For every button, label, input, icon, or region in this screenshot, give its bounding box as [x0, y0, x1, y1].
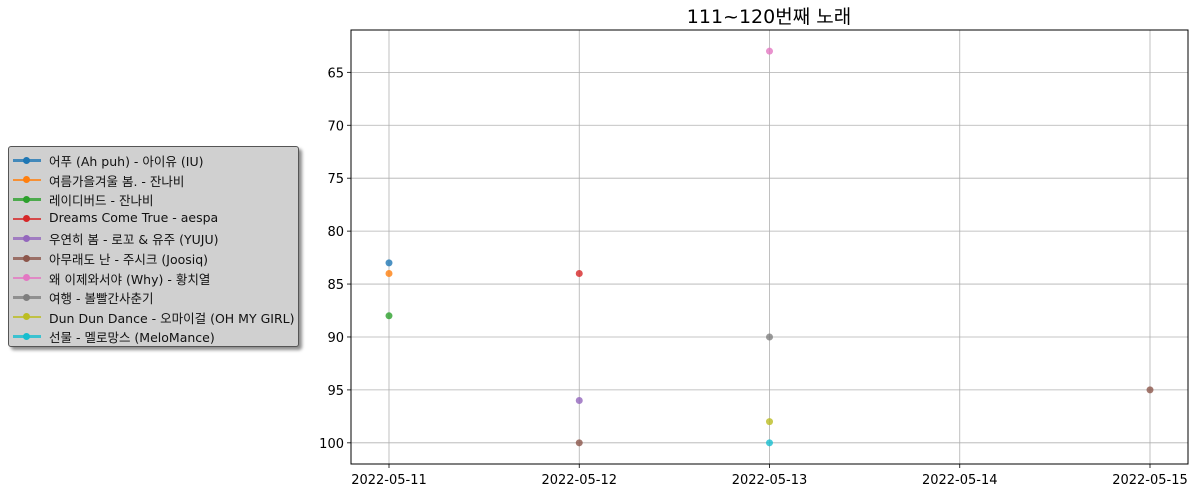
x-tick-label: 2022-05-14: [922, 473, 998, 488]
grid-lines: [351, 30, 1188, 464]
x-tick-label: 2022-05-12: [541, 473, 617, 488]
data-point: [766, 418, 773, 426]
y-tick-label: 75: [327, 172, 344, 187]
legend-swatch-marker: [23, 254, 30, 262]
y-tick-label: 100: [319, 437, 344, 452]
legend-swatch-marker: [23, 156, 30, 164]
legend-item: 레이디버드 - 잔나비: [9, 189, 298, 208]
x-tick-label: 2022-05-11: [351, 473, 427, 488]
data-point: [575, 269, 583, 277]
legend-swatch-marker: [23, 176, 30, 184]
legend-label: 여름가을겨울 봄. - 잔나비: [49, 173, 185, 189]
y-tick-label: 70: [327, 119, 344, 134]
x-axis-ticks: 2022-05-11 2022-05-12 2022-05-13 2022-05-14…: [351, 464, 1188, 488]
legend-label: 왜 이제와서야 (Why) - 황치열: [49, 271, 211, 287]
data-point: [575, 439, 583, 447]
legend-item: 왜 이제와서야 (Why) - 황치열: [9, 268, 298, 287]
legend-label: 어푸 (Ah puh) - 아이유 (IU): [49, 154, 204, 169]
legend-label: 선물 - 멜로망스 (MeloMance): [49, 330, 215, 346]
legend-label: 레이디버드 - 잔나비: [49, 193, 154, 209]
data-point: [385, 259, 393, 267]
data-point: [385, 312, 393, 320]
y-tick-label: 90: [327, 331, 344, 346]
data-point: [385, 269, 393, 277]
legend-label: 우연히 봄 - 로꼬 & 유주 (YUJU): [49, 232, 219, 248]
y-tick-label: 95: [327, 384, 344, 399]
legend-swatch-marker: [23, 215, 30, 223]
legend-swatch-marker: [23, 313, 30, 321]
legend-item: 선물 - 멜로망스 (MeloMance): [9, 326, 298, 345]
legend-item: 우연히 봄 - 로꼬 & 유주 (YUJU): [9, 228, 298, 247]
chart-title: 111~120번째 노래: [687, 6, 851, 28]
legend-swatch-marker: [23, 274, 30, 282]
data-point: [766, 439, 773, 447]
legend-label: 여행 - 볼빨간사춘기: [49, 291, 154, 307]
legend-label: 아무래도 난 - 주시크 (Joosiq): [49, 252, 209, 267]
legend-item: Dreams Come True - aespa: [9, 209, 298, 228]
data-point: [766, 333, 773, 341]
legend-item: 여름가을겨울 봄. - 잔나비: [9, 170, 298, 189]
legend-label: Dreams Come True - aespa: [49, 209, 219, 225]
legend-swatch-marker: [23, 293, 30, 301]
legend-label: Dun Dun Dance - 오마이걸 (OH MY GIRL): [49, 310, 295, 326]
y-tick-label: 85: [327, 278, 344, 293]
x-tick-label: 2022-05-15: [1112, 473, 1188, 488]
data-point: [1146, 386, 1154, 394]
y-tick-label: 80: [327, 225, 344, 240]
y-tick-label: 65: [327, 66, 344, 81]
legend-item: Dun Dun Dance - 오마이걸 (OH MY GIRL): [9, 307, 298, 326]
legend-swatch-marker: [23, 234, 30, 242]
y-axis-ticks: 65 70 75 80 85 90 95 100: [319, 66, 351, 452]
legend-swatch-marker: [23, 195, 30, 203]
legend-item: 아무래도 난 - 주시크 (Joosiq): [9, 248, 298, 267]
legend-item: 여행 - 볼빨간사춘기: [9, 287, 298, 306]
data-points: [385, 47, 1154, 447]
legend-swatch-marker: [23, 332, 30, 340]
x-tick-label: 2022-05-13: [732, 473, 808, 488]
data-point: [766, 47, 773, 55]
data-point: [575, 396, 583, 404]
legend-item: 어푸 (Ah puh) - 아이유 (IU): [9, 150, 298, 169]
